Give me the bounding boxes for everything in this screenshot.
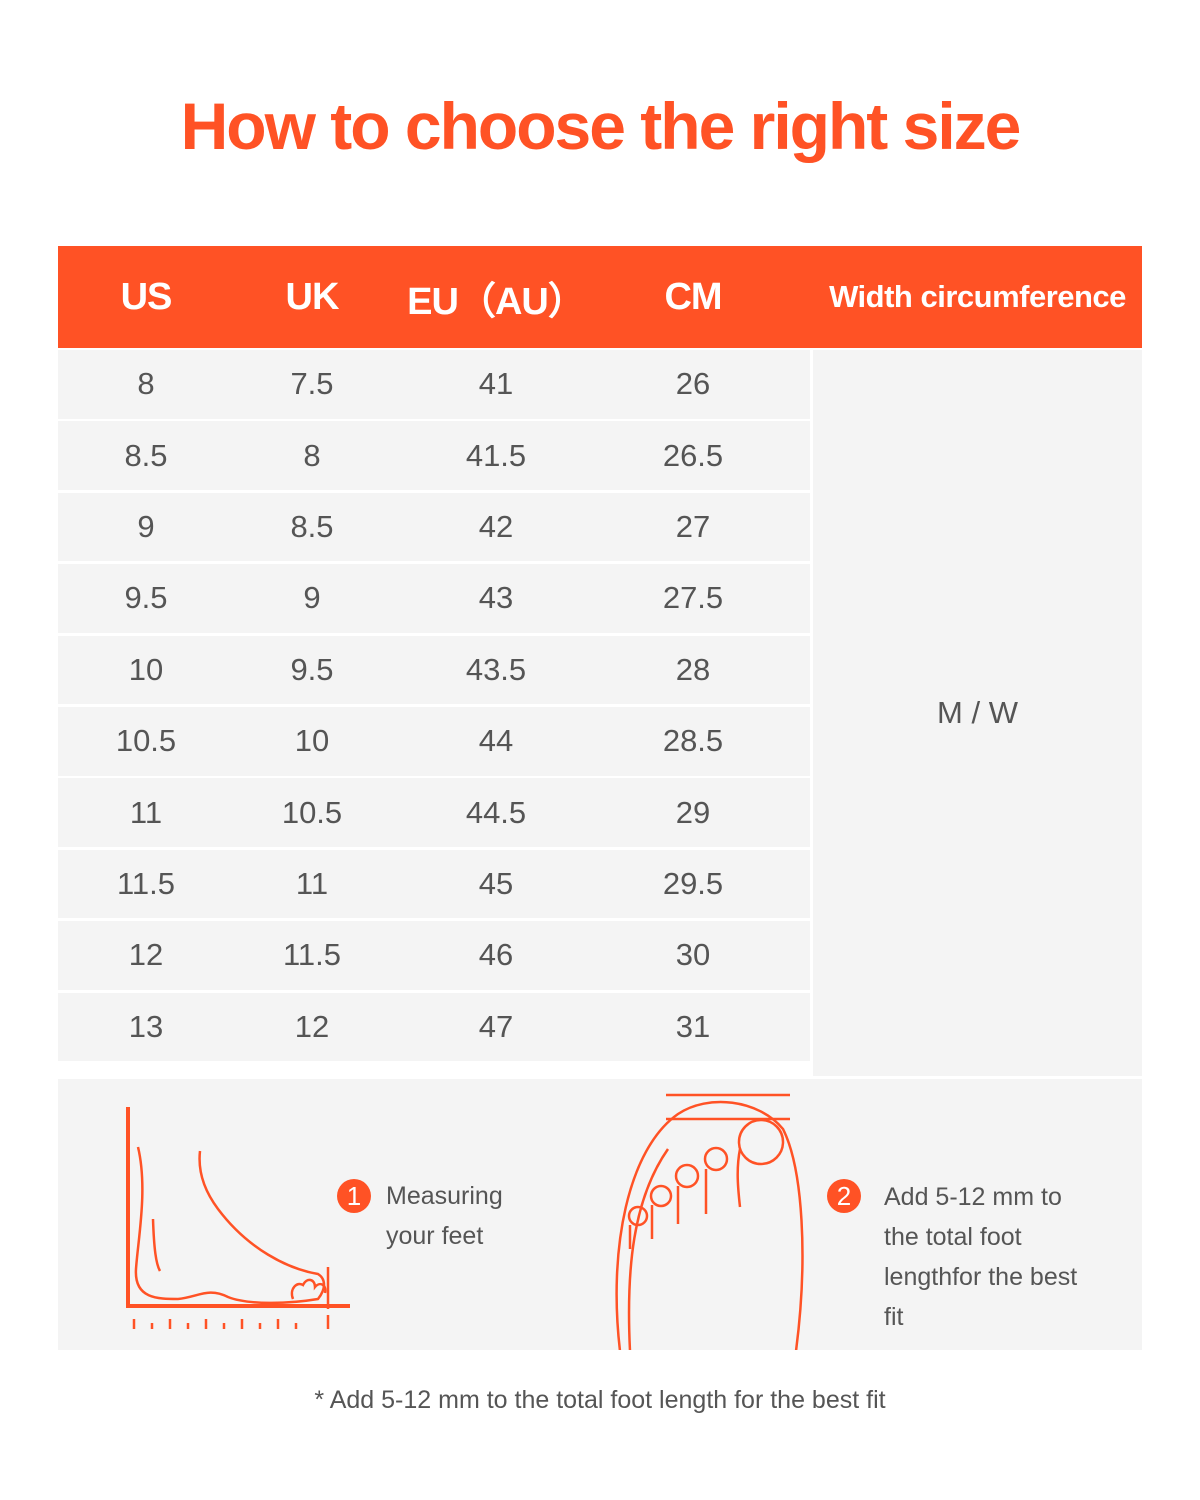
- width-value: M / W: [813, 350, 1142, 1076]
- cell-us: 8.5: [124, 437, 168, 473]
- table-row: 10 9.5 43.5 28: [58, 635, 810, 705]
- header-us: US: [120, 275, 173, 318]
- cell-us: 10: [128, 651, 164, 687]
- cell-eu: 42: [478, 509, 514, 545]
- cell-eu: 41: [478, 366, 514, 402]
- table-row: 10.5 10 44 28.5: [58, 706, 810, 776]
- cell-uk: 9: [303, 580, 321, 616]
- cell-uk: 7.5: [290, 366, 334, 402]
- cell-uk: 11.5: [282, 937, 342, 973]
- table-row: 9 8.5 42 27: [58, 492, 810, 562]
- cell-cm: 26: [675, 366, 711, 402]
- page-title: How to choose the right size: [180, 89, 1022, 163]
- cell-eu: 44.5: [465, 794, 527, 830]
- cell-eu: 45: [478, 866, 514, 902]
- table-row: 12 11.5 46 30: [58, 921, 810, 990]
- cell-cm: 29.5: [662, 866, 724, 902]
- table-row: 11 10.5 44.5 29: [58, 778, 810, 847]
- cell-eu: 43: [478, 580, 514, 616]
- cell-us: 11: [129, 794, 163, 830]
- cell-uk: 10: [294, 723, 330, 759]
- cell-cm: 28.5: [662, 723, 724, 759]
- step-1-text: Measuring your feet: [386, 1182, 503, 1250]
- header-eu: EU（AU）: [407, 280, 586, 323]
- header-cm: CM: [664, 275, 722, 318]
- cell-uk: 8.5: [290, 509, 334, 545]
- table-row: 13 12 47 31: [58, 992, 810, 1062]
- cell-cm: 28: [675, 651, 711, 687]
- cell-eu: 46: [478, 937, 514, 973]
- header-width: Width circumference: [829, 279, 1126, 314]
- cell-cm: 26.5: [662, 437, 724, 473]
- cell-eu: 41.5: [465, 437, 527, 473]
- cell-us: 9: [137, 509, 155, 545]
- cell-cm: 31: [675, 1008, 711, 1044]
- footnote: * Add 5-12 mm to the total foot length f…: [314, 1386, 886, 1414]
- foot-top-toes-icon: [615, 1093, 804, 1350]
- cell-cm: 30: [675, 937, 711, 973]
- cell-uk: 9.5: [290, 651, 334, 687]
- step-2-badge: 2: [827, 1179, 861, 1213]
- cell-uk: 12: [294, 1008, 330, 1044]
- cell-us: 10.5: [115, 723, 177, 759]
- cell-cm: 27: [675, 509, 711, 545]
- cell-cm: 27.5: [662, 580, 724, 616]
- cell-us: 13: [128, 1008, 164, 1044]
- table-header: US UK EU（AU） CM Width circumference: [58, 246, 1142, 348]
- cell-uk: 10.5: [281, 794, 343, 830]
- cell-uk: 8: [303, 437, 321, 473]
- cell-us: 12: [128, 937, 164, 973]
- measuring-panel: 1 Measuring your feet 2 Add 5-12 mm to t…: [58, 1079, 1142, 1350]
- size-table-body: 8 7.5 41 26 8.5 8 41.5 26.5 9 8.5 42 27 9.5 9 43 27.5 10…: [58, 350, 810, 1064]
- step-1-badge: 1: [337, 1179, 371, 1213]
- cell-us: 11.5: [116, 866, 176, 902]
- table-row: 8.5 8 41.5 26.5: [58, 421, 810, 490]
- cell-eu: 47: [478, 1008, 514, 1044]
- table-row: 11.5 11 45 29.5: [58, 849, 810, 919]
- table-row: 8 7.5 41 26: [58, 350, 810, 419]
- cell-eu: 44: [478, 723, 514, 759]
- foot-side-ruler-icon: [126, 1107, 350, 1329]
- cell-cm: 29: [675, 794, 711, 830]
- header-uk: UK: [285, 275, 340, 318]
- cell-us: 8: [137, 366, 155, 402]
- step-2-text: Add 5-12 mm to the total foot lengthfor …: [884, 1183, 1078, 1331]
- table-row: 9.5 9 43 27.5: [58, 564, 810, 633]
- cell-us: 9.5: [124, 580, 168, 616]
- cell-uk: 11: [295, 866, 329, 902]
- cell-eu: 43.5: [465, 651, 527, 687]
